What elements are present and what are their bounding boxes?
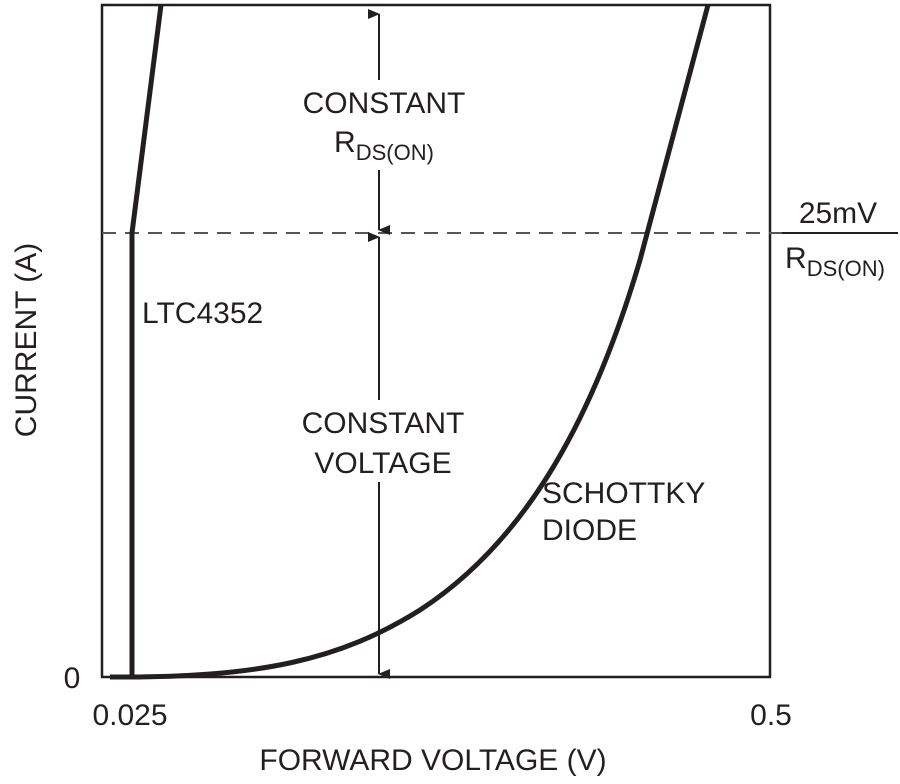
x-tick-0-5: 0.5 bbox=[750, 699, 792, 732]
y-axis-title: CURRENT (A) bbox=[10, 243, 43, 437]
schottky-label-line1: SCHOTTKY bbox=[542, 477, 705, 510]
threshold-r: R bbox=[785, 242, 807, 275]
x-tick-0-025: 0.025 bbox=[92, 699, 167, 732]
threshold-subscript: DS(ON) bbox=[807, 256, 885, 281]
constant-voltage-line1: CONSTANT bbox=[302, 407, 465, 440]
schottky-curve bbox=[109, 4, 711, 680]
schottky-label-line2: DIODE bbox=[542, 514, 637, 547]
y-tick-0: 0 bbox=[64, 662, 81, 695]
ltc4352-curve bbox=[129, 4, 164, 677]
constant-voltage-line2: VOLTAGE bbox=[314, 447, 451, 480]
x-axis-title: FORWARD VOLTAGE (V) bbox=[259, 744, 606, 777]
constant-rds-line1: CONSTANT bbox=[303, 87, 466, 120]
constant-rds-subscript: DS(ON) bbox=[356, 140, 434, 165]
threshold-denominator: RDS(ON) bbox=[785, 242, 885, 281]
plot-frame bbox=[100, 3, 772, 679]
constant-rds-r: R bbox=[334, 126, 356, 159]
constant-rds-line2: RDS(ON) bbox=[334, 126, 434, 165]
threshold-numerator: 25mV bbox=[799, 197, 877, 230]
ltc4352-label: LTC4352 bbox=[142, 297, 263, 330]
